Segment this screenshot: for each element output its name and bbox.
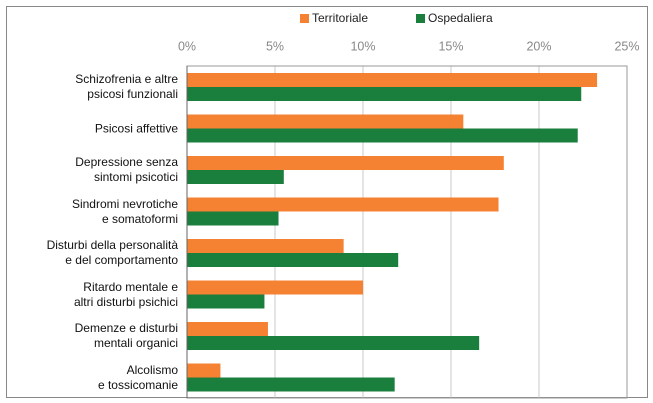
- bar: [187, 197, 499, 212]
- x-tick-label: 25%: [614, 39, 639, 53]
- y-tick-label: Disturbi della personalità e del comport…: [46, 238, 178, 267]
- y-tick-label: Schizofrenia e altre psicosi funzionali: [75, 72, 178, 101]
- bar: [187, 363, 221, 378]
- y-tick-label: Depressione senza sintomi psicotici: [75, 155, 178, 184]
- legend-swatch: [300, 14, 309, 23]
- bar: [187, 128, 578, 143]
- legend-label: Ospedaliera: [428, 11, 493, 25]
- bar: [187, 239, 344, 253]
- x-tick-label: 10%: [350, 39, 375, 53]
- y-tick-label: Psicosi affettive: [94, 121, 178, 135]
- bar: [187, 294, 265, 309]
- bar: [187, 114, 464, 129]
- bar: [187, 336, 480, 350]
- bar: [187, 170, 284, 184]
- bar: [187, 280, 363, 295]
- x-tick-label: 20%: [526, 39, 551, 53]
- x-tick-label: 5%: [266, 39, 284, 53]
- legend-swatch: [416, 14, 425, 23]
- y-tick-label: Alcolismo e tossicomanie: [97, 362, 178, 392]
- x-tick-label: 0%: [178, 39, 196, 53]
- y-tick-label: Demenze e disturbi mentali organici: [74, 321, 178, 350]
- bar: [187, 322, 268, 336]
- y-tick-label: Ritardo mentale e altri disturbi psichic…: [73, 279, 178, 309]
- bar: [187, 253, 399, 267]
- y-tick-label: Sindromi nevrotiche e somatoformi: [71, 196, 178, 226]
- bar: [187, 156, 504, 170]
- bar: [187, 87, 582, 101]
- x-tick-label: 15%: [438, 39, 463, 53]
- legend-label: Territoriale: [312, 11, 368, 25]
- bar: [187, 73, 598, 87]
- bar: [187, 377, 395, 392]
- bar: [187, 211, 279, 226]
